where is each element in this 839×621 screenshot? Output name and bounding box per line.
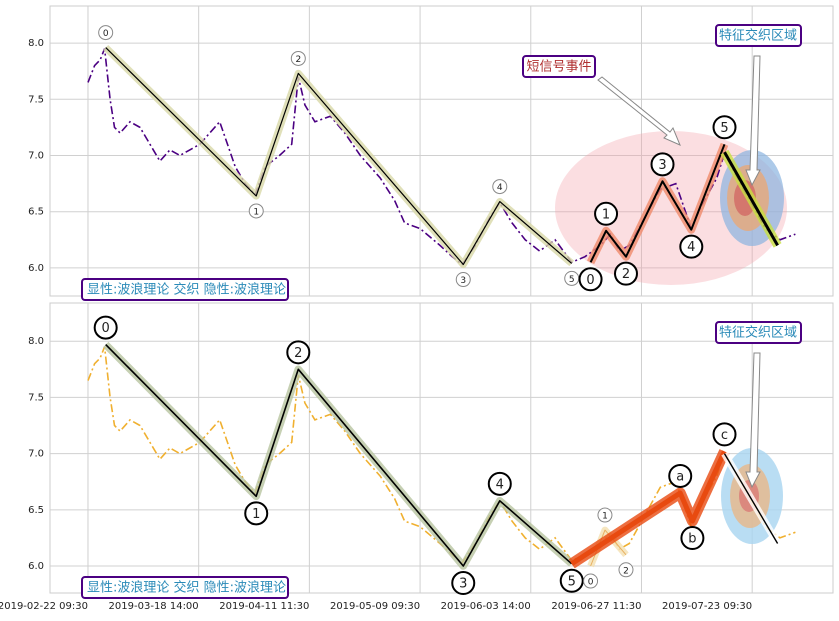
arrow [597,76,681,146]
wave-label: 3 [460,276,466,286]
wave-label: 4 [496,477,504,492]
annotation: 特征交织区域 [719,28,797,44]
x-tick-label: 2019-02-22 09:30 [0,601,88,612]
x-tick-label: 2019-06-03 14:00 [441,601,531,612]
plot: 0 1 2 3 4 5 0 1 2 3 4 5 [87,25,796,292]
wave-line [723,151,779,247]
annotation-box [715,321,802,344]
wave-label-circle [451,571,476,596]
wave-label: 0 [588,578,594,588]
wave-label: a [676,469,684,484]
wave-line [589,143,726,263]
wave-label: 3 [658,158,666,173]
wave-label: c [721,428,728,443]
wave-label: 2 [295,55,301,65]
wave-label: 2 [294,346,302,361]
y-tick-label: 8.0 [28,336,44,347]
wave-label-circle [618,562,634,578]
wave-label: 0 [102,321,110,336]
y-tick-label: 6.0 [28,561,44,572]
wave-label: 1 [253,207,259,217]
wave-label-circle [679,234,704,259]
wave-label: 1 [252,507,260,522]
panel-frame [49,302,834,594]
wave-label: 5 [569,275,575,285]
y-tick-label: 6.5 [28,207,44,218]
wave-label-circle [597,507,613,523]
wave-label: 2 [623,566,629,576]
wave-label: 5 [720,121,728,136]
plot: 0 1 2 3 4 5 0 1 2 a b c [87,315,796,596]
wave-label: 5 [568,574,576,589]
y-tick-label: 6.0 [28,263,44,274]
wave-label: 4 [687,240,695,255]
wave-label-circle [93,315,118,340]
wave-label: 4 [497,183,503,193]
wave-label-circle [487,471,512,496]
wave-label: 1 [602,207,610,222]
wave-label-circle [680,526,705,551]
annotation-box [522,55,596,78]
wave-label-circle [286,340,311,365]
x-tick-label: 2019-03-18 14:00 [109,601,199,612]
wave-label: 0 [103,29,109,39]
wave-label-circle [290,50,306,66]
wave-label-circle [613,261,638,286]
wave-label-circle [244,501,269,526]
wave-label-circle [650,152,675,177]
wave-label-circle [455,272,471,288]
caption: 显性:波浪理论 交织 隐性:波浪理论 [87,580,286,596]
y-tick-label: 8.0 [28,38,44,49]
annotation-box [715,24,802,47]
arrow [745,352,761,489]
wave-label-circle [578,267,603,292]
wave-label-circle [668,463,693,488]
price-line [87,346,796,564]
wave-line [105,344,573,567]
caption-box [81,576,289,599]
wave-label: b [688,532,696,547]
y-tick-label: 7.5 [28,94,44,105]
x-tick-label: 2019-06-27 11:30 [551,601,641,612]
wave-label-circle [712,422,737,447]
caption: 显性:波浪理论 交织 隐性:波浪理论 [87,282,286,298]
y-tick-label: 7.0 [28,150,44,161]
wave-line [570,450,727,566]
y-tick-label: 7.0 [28,449,44,460]
wave-label-circle [492,179,508,195]
wave-label-circle [712,115,737,140]
wave-label: 3 [459,577,467,592]
x-tick-label: 2019-04-11 11:30 [219,601,309,612]
wave-label-circle [98,25,114,41]
x-tick-label: 2019-05-09 09:30 [330,601,420,612]
wave-label-circle [248,203,264,219]
y-tick-label: 6.5 [28,505,44,516]
wave-line [723,453,779,544]
wave-label-circle [594,201,619,226]
grid [50,6,833,296]
x-tick-label: 2019-07-23 09:30 [662,601,752,612]
arrow [745,55,761,187]
y-tick-label: 7.5 [28,392,44,403]
wave-label: 2 [622,267,630,282]
wave-label: 1 [602,512,608,522]
wave-line [105,47,573,266]
wave-label: 0 [586,273,594,288]
caption-box [81,278,289,301]
wave-label-circle [559,568,584,593]
wave-label-circle [583,573,599,589]
annotation: 短信号事件 [526,60,591,75]
annotation: 特征交织区域 [719,325,797,341]
